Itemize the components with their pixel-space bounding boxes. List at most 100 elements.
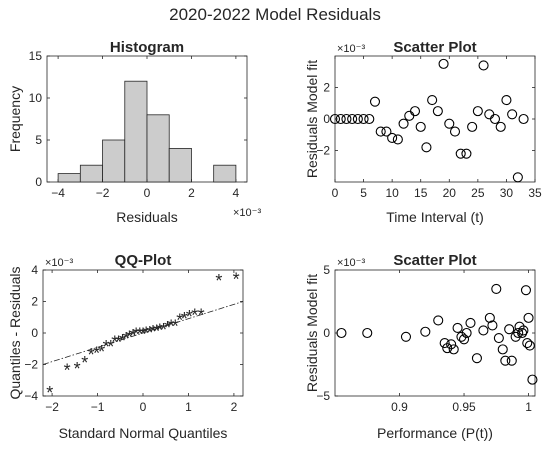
histogram-bar [102,139,126,183]
x-tick-label: 0.9 [391,400,408,414]
data-point [452,322,463,334]
data-point [518,113,529,125]
data-point [455,148,466,159]
data-point [448,344,459,355]
data-point: * [198,306,205,326]
chart-title: QQ-Plot [115,252,172,269]
data-point: * [93,343,100,363]
data-point: * [176,310,183,330]
data-point [524,340,535,351]
data-point [362,327,373,339]
data-point [472,106,483,117]
data-point [487,320,498,331]
data-point [458,334,470,345]
x-axis-label: Performance (P(t)) [377,425,493,441]
x-tick-label: 2 [231,400,238,414]
chart-scatter2: 0.9 0.95 1 −5 0 5 Scatter Plot Performance (P(t… [304,252,538,441]
data-point: * [143,324,150,344]
data-point [358,113,369,125]
x-tick-label: 0 [140,400,147,414]
data-point: * [129,326,136,346]
data-point: * [233,269,240,289]
data-marks [57,80,237,183]
y-axis-label: Frequency [7,86,23,152]
y-tick-label: 10 [29,91,43,105]
y-tick-label: 5 [35,133,42,147]
y-tick-label: 5 [323,263,330,277]
data-point [501,95,512,106]
y-tick-label: −2 [316,144,330,158]
y-axis-label: Residuals Model fit [304,60,320,178]
data-point [467,121,478,132]
chart-title: Histogram [110,39,184,56]
data-point: * [215,271,222,291]
data-point: * [103,337,110,357]
data-point: * [153,321,160,341]
chart-qq: ** * * *************************** ** *−2 −1 0 1… [7,252,244,441]
data-point: * [156,321,163,341]
data-point: * [46,383,53,403]
data-point: * [181,309,188,329]
data-point [449,126,461,137]
data-point [495,121,506,132]
x-axis-label: Time Interval (t) [386,209,484,225]
data-point [489,113,501,125]
x-tick-label: 5 [360,186,367,200]
data-point: * [64,361,71,381]
x-tick-label: 10 [385,186,399,200]
data-point [471,353,482,364]
data-point [517,327,528,339]
x-tick-label: −2 [45,400,59,414]
axes-box [334,269,536,397]
x-axis-label: Standard Normal Quantiles [59,425,228,441]
data-point [514,321,525,332]
data-point [442,343,453,354]
data-marks [329,58,529,183]
x-tick-label: 4 [233,186,240,200]
x-tick-label: 2 [188,186,195,200]
chart-scatter1: 0 5 10 15 20 25 30 35 −2 0 2 Scatter Plot Time Inter… [304,39,542,225]
data-point: * [133,325,140,345]
data-point [491,283,502,294]
data-point [392,134,403,145]
axis-exponent-label: ×10⁻³ [337,43,365,55]
data-point [465,317,476,328]
y-tick-label: −2 [24,358,38,372]
data-point [375,126,386,137]
data-point [520,285,532,296]
data-point [461,327,472,339]
chart-title: Scatter Plot [393,252,476,269]
x-tick-label: −4 [51,186,65,200]
y-tick-label: −4 [24,389,38,403]
histogram-bar [213,164,237,183]
data-point: * [123,329,130,349]
data-point [504,324,515,335]
data-point [523,312,534,323]
data-point [444,118,455,129]
data-point: * [136,325,143,345]
data-point: * [172,317,179,337]
data-point: * [74,359,81,379]
data-point [506,355,517,366]
data-point [420,326,431,337]
data-point [513,327,524,339]
data-point [461,148,472,159]
data-point [518,325,529,336]
data-point: * [81,353,88,373]
data-point: * [119,331,126,351]
data-point [527,374,538,385]
x-tick-label: 25 [471,186,485,200]
data-point [381,126,392,137]
data-point [507,109,518,120]
y-tick-label: 0 [323,112,330,126]
data-point [497,344,508,355]
data-point [500,355,511,366]
data-point [446,339,457,350]
x-tick-label: 1 [185,400,192,414]
x-tick-label: 0 [332,186,339,200]
axis-ticks: 0.9 0.95 1 −5 0 5 [316,263,535,414]
data-point [421,142,432,153]
axis-ticks: −4 −2 0 2 4 0 5 10 15 [29,49,247,200]
figure-title: 2020-2022 Model Residuals [169,5,381,24]
